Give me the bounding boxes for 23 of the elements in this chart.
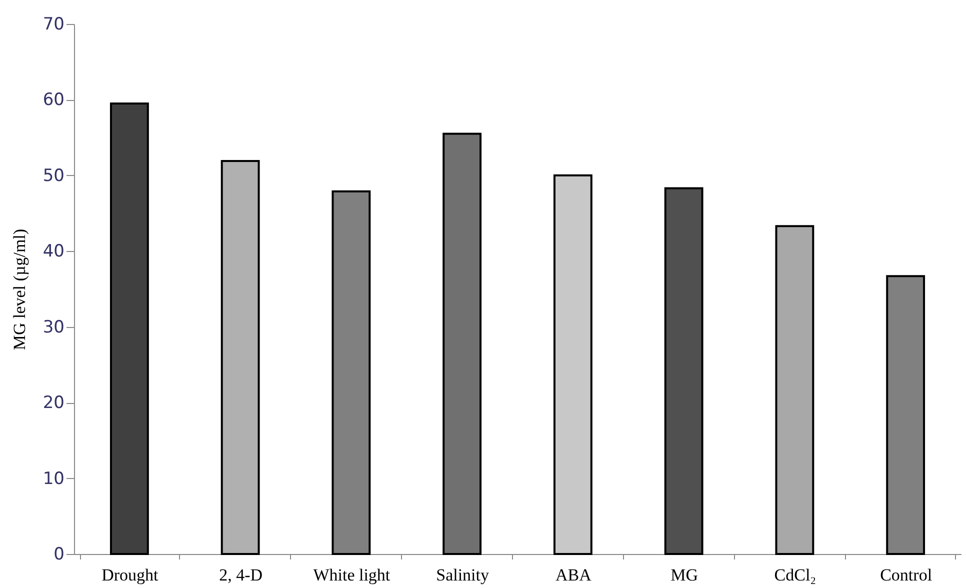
x-tick-label: White light xyxy=(313,566,390,584)
y-axis-title: MG level (µg/ml) xyxy=(10,228,29,350)
bar xyxy=(553,174,592,555)
x-tick-label: MG xyxy=(670,566,698,584)
y-tick-label: 70 xyxy=(42,14,64,34)
bar xyxy=(442,132,482,555)
x-tick-label: Control xyxy=(880,566,932,584)
y-tick-label: 30 xyxy=(42,317,64,338)
y-tick-label: 60 xyxy=(42,90,64,110)
y-tick-label: 0 xyxy=(54,544,64,564)
x-tick-label: CdCl₂ xyxy=(774,566,816,584)
y-tick-label: 40 xyxy=(42,242,64,262)
bar xyxy=(110,102,149,555)
y-tick-label: 20 xyxy=(42,393,64,414)
x-tick-label: 2, 4-D xyxy=(219,566,263,584)
bar xyxy=(775,225,814,555)
bar xyxy=(664,187,704,555)
x-tick-label: Salinity xyxy=(436,566,490,584)
x-tick-label: ABA xyxy=(555,566,592,584)
y-tick-label: 10 xyxy=(42,468,64,489)
bar xyxy=(220,160,260,555)
x-tick-label: Drought xyxy=(102,566,159,584)
y-tick-label: 50 xyxy=(42,166,64,186)
